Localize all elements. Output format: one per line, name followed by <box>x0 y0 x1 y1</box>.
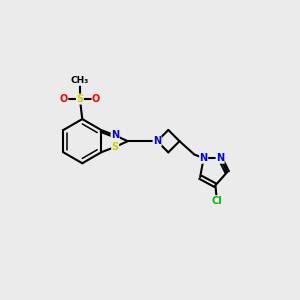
Text: N: N <box>111 130 119 140</box>
Text: N: N <box>216 153 224 163</box>
Text: N: N <box>153 136 161 146</box>
Text: S: S <box>76 94 83 104</box>
Text: Cl: Cl <box>212 196 222 206</box>
Text: S: S <box>112 142 119 152</box>
Text: CH₃: CH₃ <box>71 76 89 85</box>
Text: O: O <box>92 94 100 104</box>
Text: O: O <box>60 94 68 104</box>
Text: N: N <box>200 153 208 163</box>
